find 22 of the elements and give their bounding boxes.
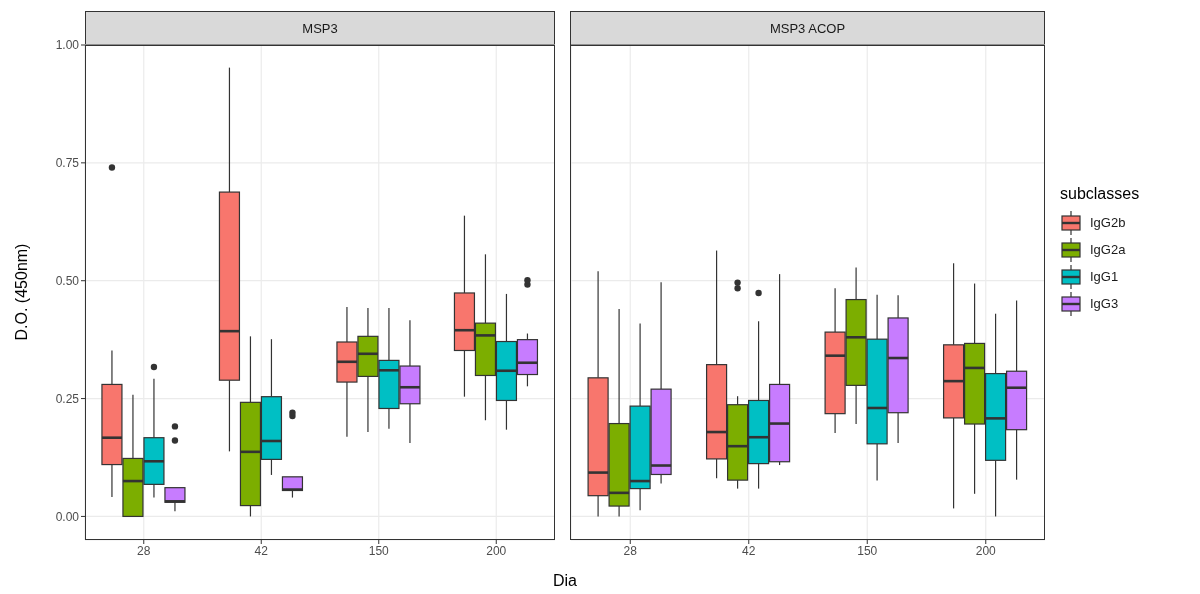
x-tick-label: 200: [486, 543, 507, 558]
y-tick-label: 0.25: [55, 391, 80, 406]
chart-title: MSP3 ACOP: [570, 11, 1045, 45]
x-tick-label: 28: [137, 543, 151, 558]
y-tick-label: 1.00: [55, 38, 80, 53]
y-tick-label: 0.50: [55, 273, 80, 288]
x-tick-label: 150: [857, 543, 878, 558]
chart-title: MSP3: [85, 11, 555, 45]
legend-label: IgG3: [1090, 296, 1119, 311]
x-tick-label: 150: [368, 543, 390, 558]
x-tick-label: 28: [623, 543, 638, 558]
y-axis-title: D.O. (450nm): [13, 242, 31, 342]
x-tick-label: 42: [742, 543, 756, 558]
y-tick-label: 0.75: [55, 156, 80, 171]
legend-label: IgG2b: [1090, 215, 1126, 230]
legend-label: IgG2a: [1090, 242, 1126, 257]
x-tick-label: 200: [975, 543, 997, 558]
y-tick-label: 0.00: [55, 509, 80, 524]
x-axis-title: Dia: [552, 572, 578, 590]
legend-label: IgG1: [1090, 269, 1119, 284]
legend-title: subclasses: [1060, 185, 1140, 203]
x-tick-label: 42: [254, 543, 269, 558]
